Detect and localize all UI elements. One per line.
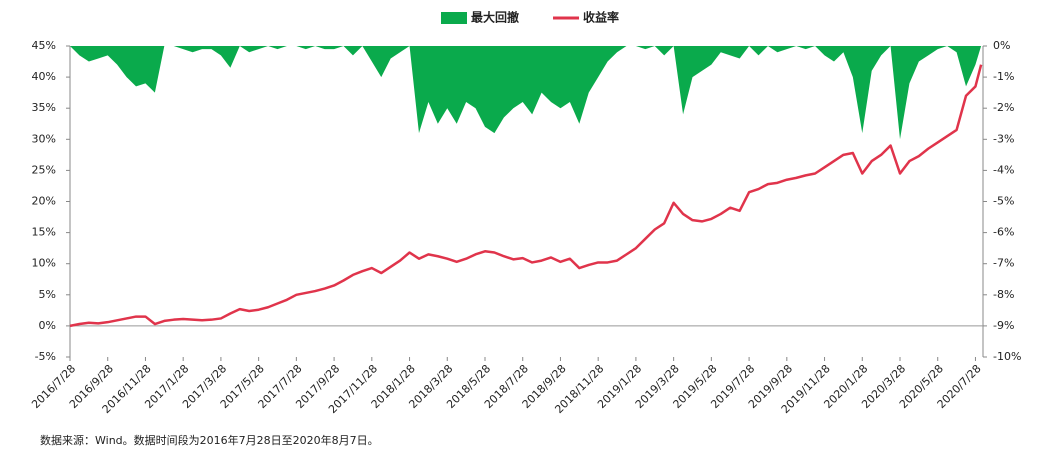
- y-tick-label: 0%: [39, 319, 56, 332]
- legend-label: 收益率: [583, 10, 619, 25]
- source-note: 数据来源：Wind。数据时间段为2016年7月28日至2020年8月7日。: [40, 433, 379, 447]
- y2-tick-label: -4%: [993, 163, 1014, 176]
- y2-tick-label: -5%: [993, 195, 1014, 208]
- legend-label: 最大回撤: [471, 10, 519, 25]
- y-tick-label: 10%: [32, 257, 56, 270]
- y-tick-label: 5%: [39, 288, 56, 301]
- y-tick-label: -5%: [35, 350, 56, 363]
- y2-tick-label: -3%: [993, 132, 1014, 145]
- return-line: [69, 64, 983, 328]
- y-tick-label: 30%: [32, 132, 56, 145]
- y2-tick-label: 0%: [993, 39, 1010, 52]
- y2-tick-label: -10%: [993, 350, 1021, 363]
- y2-tick-label: -7%: [993, 257, 1014, 270]
- y2-tick-label: -9%: [993, 319, 1014, 332]
- y2-tick-label: -1%: [993, 70, 1014, 83]
- y-tick-label: 45%: [32, 39, 56, 52]
- drawdown-area: [70, 46, 982, 140]
- y2-tick-label: -6%: [993, 226, 1014, 239]
- legend-swatch: [441, 12, 467, 24]
- y2-tick-label: -2%: [993, 101, 1014, 114]
- y-tick-label: 40%: [32, 70, 56, 83]
- y-tick-label: 15%: [32, 226, 56, 239]
- y-tick-label: 35%: [32, 101, 56, 114]
- y-tick-label: 25%: [32, 163, 56, 176]
- y-tick-label: 20%: [32, 195, 56, 208]
- y2-tick-label: -8%: [993, 288, 1014, 301]
